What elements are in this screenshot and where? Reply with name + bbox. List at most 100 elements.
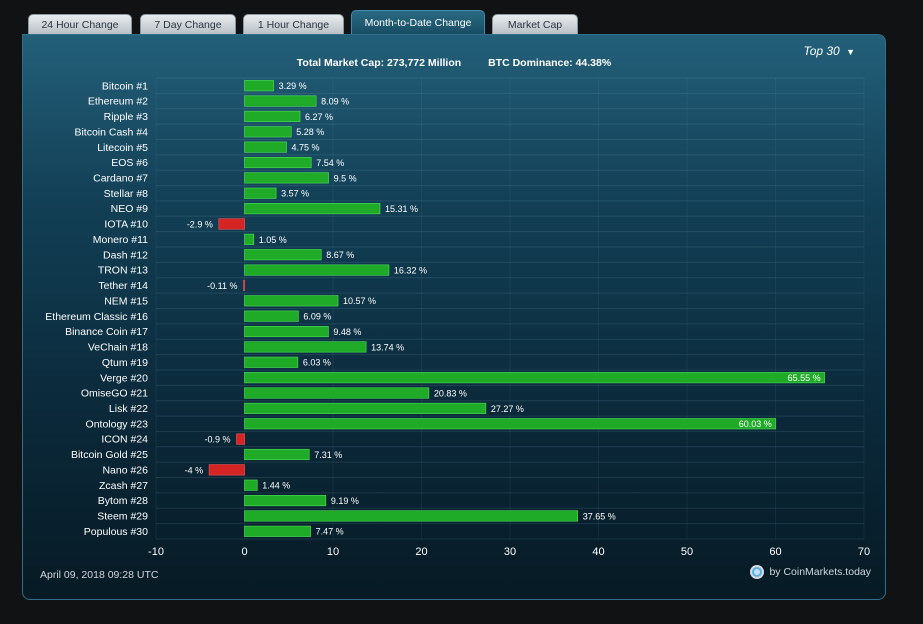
data-label: 3.57 % <box>281 189 309 199</box>
data-label: 8.09 % <box>321 96 349 106</box>
chevron-down-icon: ▼ <box>846 47 855 57</box>
data-label: 60.03 % <box>739 419 772 429</box>
market-stats: Total Market Cap: 273,772 Million BTC Do… <box>23 57 885 69</box>
category-label: Steem #29 <box>97 511 148 523</box>
x-tick-label: -10 <box>148 546 164 558</box>
data-label: 7.54 % <box>316 158 344 168</box>
data-label: 1.44 % <box>262 481 290 491</box>
bar <box>244 525 311 537</box>
bar <box>244 203 381 215</box>
category-label: VeChain #18 <box>88 342 148 354</box>
data-label: 37.65 % <box>583 511 616 521</box>
category-label: Binance Coin #17 <box>65 326 148 338</box>
x-tick-label: 60 <box>769 546 781 558</box>
data-label: 8.67 % <box>326 250 354 260</box>
bar <box>244 187 277 199</box>
x-tick-label: 10 <box>327 546 339 558</box>
bar-chart: Bitcoin #1 3.29 % Ethereum #2 8.09 % Ripple … <box>45 77 870 558</box>
bar <box>244 80 274 92</box>
category-label: Populous #30 <box>84 526 148 538</box>
category-label: Bitcoin #1 <box>102 80 148 92</box>
category-label: Bitcoin Cash #4 <box>74 126 148 138</box>
data-label: 9.48 % <box>333 327 361 337</box>
bar <box>244 110 301 122</box>
category-label: EOS #6 <box>111 157 148 169</box>
x-tick-label: 50 <box>681 546 693 558</box>
bar <box>244 402 487 414</box>
data-label: 6.03 % <box>303 358 331 368</box>
tab-market-cap[interactable]: Market Cap <box>492 14 578 34</box>
category-label: Litecoin #5 <box>97 142 148 154</box>
data-label: 16.32 % <box>394 265 427 275</box>
category-label: Zcash #27 <box>99 480 148 492</box>
category-label: ICON #24 <box>101 434 148 446</box>
data-label: 20.83 % <box>434 388 467 398</box>
data-label: 7.47 % <box>316 527 344 537</box>
tab-7-day-change[interactable]: 7 Day Change <box>140 14 236 34</box>
category-label: Cardano #7 <box>93 172 148 184</box>
data-label: 3.29 % <box>279 81 307 91</box>
bar <box>244 295 339 307</box>
bar <box>236 433 245 445</box>
x-tick-label: 0 <box>241 546 247 558</box>
credit-text: by CoinMarkets.today <box>769 566 871 578</box>
total-market-cap: Total Market Cap: 273,772 Million <box>296 57 462 69</box>
category-label: Ontology #23 <box>86 418 149 430</box>
category-label: Monero #11 <box>93 234 148 246</box>
bar <box>244 310 299 322</box>
bar <box>243 279 245 291</box>
data-label: 10.57 % <box>343 296 376 306</box>
tab-month-to-date-change[interactable]: Month-to-Date Change <box>351 10 485 36</box>
credit[interactable]: by CoinMarkets.today <box>750 565 871 579</box>
top-n-label: Top 30 <box>803 44 840 58</box>
bar <box>244 479 258 491</box>
category-label: Tether #14 <box>98 280 148 292</box>
category-label: Bitcoin Gold #25 <box>71 449 148 461</box>
category-label: Stellar #8 <box>104 188 149 200</box>
data-label: -0.9 % <box>205 435 231 445</box>
data-label: -2.9 % <box>187 219 213 229</box>
bar <box>244 95 317 107</box>
bar <box>244 387 430 399</box>
bar <box>244 418 777 430</box>
data-label: 7.31 % <box>314 450 342 460</box>
category-label: NEO #9 <box>111 203 149 215</box>
data-label: 6.09 % <box>303 312 331 322</box>
category-label: Ethereum Classic #16 <box>45 311 148 323</box>
bar <box>244 341 367 353</box>
bar <box>244 141 287 153</box>
data-label: -4 % <box>185 465 204 475</box>
bar <box>244 448 310 461</box>
top-n-dropdown[interactable]: Top 30 ▼ <box>803 44 855 58</box>
bar <box>244 356 299 368</box>
bar <box>244 264 390 276</box>
x-tick-label: 40 <box>592 546 604 558</box>
bar <box>244 126 292 138</box>
tab-1-hour-change[interactable]: 1 Hour Change <box>243 14 344 34</box>
x-tick-label: 70 <box>858 546 870 558</box>
bar <box>244 495 327 507</box>
category-label: Nano #26 <box>102 464 148 476</box>
category-label: Ethereum #2 <box>88 96 148 108</box>
data-label: 9.5 % <box>334 173 357 183</box>
data-label: 6.27 % <box>305 112 333 122</box>
btc-dominance: BTC Dominance: 44.38% <box>488 57 612 69</box>
data-label: 9.19 % <box>331 496 359 506</box>
tab-24-hour-change[interactable]: 24 Hour Change <box>28 14 132 34</box>
data-label: 1.05 % <box>259 235 287 245</box>
bar <box>208 464 245 476</box>
chart-panel: Total Market Cap: 273,772 Million BTC Do… <box>22 34 886 600</box>
data-label: 13.74 % <box>371 342 404 352</box>
bar <box>244 249 322 261</box>
category-label: Ripple #3 <box>104 111 149 123</box>
bar <box>244 325 329 338</box>
category-label: IOTA #10 <box>104 219 148 231</box>
category-label: Lisk #22 <box>109 403 148 415</box>
data-label: 15.31 % <box>385 204 418 214</box>
data-label: 4.75 % <box>292 143 320 153</box>
bar <box>244 510 579 522</box>
bar <box>244 172 329 184</box>
category-label: Dash #12 <box>103 249 148 261</box>
category-label: OmiseGO #21 <box>81 388 148 400</box>
category-label: NEM #15 <box>104 295 148 307</box>
